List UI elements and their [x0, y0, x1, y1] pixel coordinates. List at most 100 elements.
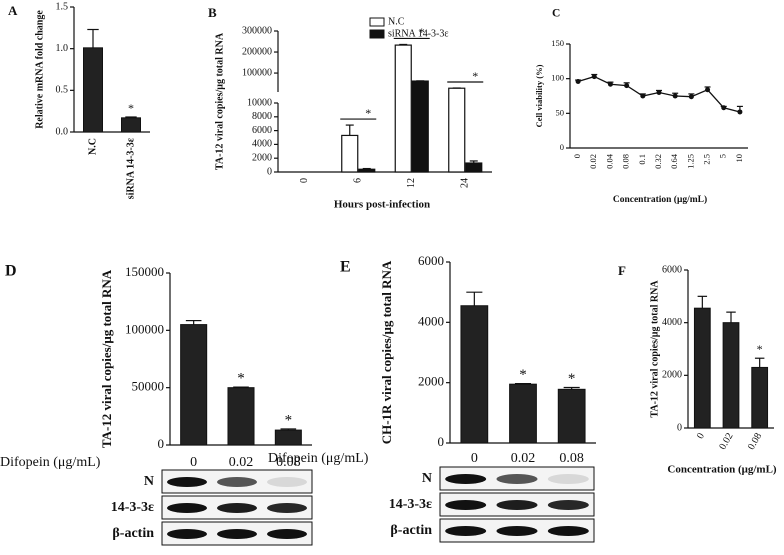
bar: [274, 429, 302, 446]
legend-swatch: [369, 29, 385, 39]
blot-band: [267, 477, 307, 487]
bar: [227, 387, 255, 446]
panel-letter: B: [208, 5, 217, 20]
blot-band: [167, 503, 207, 513]
x-tick-label: 1.25: [685, 154, 695, 169]
x-tick-label: N.C: [87, 138, 98, 155]
treatment-label: Difopein (μg/mL): [0, 455, 101, 470]
x-tick-label: siRNA 14-3-3ε: [125, 137, 136, 199]
x-tick-label: 6: [353, 178, 364, 183]
x-tick-label: 0: [695, 431, 707, 441]
bar: [722, 322, 740, 429]
y-tick-label: 6000: [662, 264, 682, 275]
error-bar: [87, 28, 99, 48]
error-bar: [185, 319, 202, 325]
error-bar: [563, 386, 580, 390]
x-axis-label: Concentration (μg/mL): [667, 464, 777, 476]
blot-band: [267, 529, 307, 539]
error-bar: [362, 167, 371, 170]
bar: [751, 366, 769, 429]
point: [737, 109, 743, 115]
x-tick-label: 12: [406, 178, 417, 188]
panel-letter: F: [618, 263, 626, 278]
x-axis-label: Concentration (μg/mL): [613, 194, 707, 205]
bar: [465, 162, 483, 173]
x-tick-label: 0: [190, 455, 197, 470]
point: [705, 87, 711, 93]
significance-mark: *: [128, 101, 134, 115]
significance-mark: *: [568, 371, 576, 387]
y-tick-label: 6000: [252, 125, 272, 136]
y-tick-label: 100: [551, 73, 564, 83]
point: [624, 83, 630, 89]
y-tick-label: 50000: [132, 379, 165, 394]
significance-mark: *: [472, 69, 478, 83]
y-tick-label: 200000: [242, 46, 272, 57]
y-axis-label: Cell viability (%): [534, 64, 544, 127]
y-axis-label: CH-1R viral copies/μg total RNA: [379, 260, 394, 444]
x-tick-label: 0.02: [588, 154, 598, 169]
significance-mark: *: [757, 342, 763, 356]
bar: [509, 383, 537, 444]
panel-letter: D: [5, 263, 17, 280]
blot-label: N: [144, 474, 154, 489]
y-axis-label: TA-12 viral copies/μg total RNA: [99, 269, 114, 448]
error-bar: [125, 116, 137, 118]
y-tick-label: 100000: [242, 67, 272, 78]
point: [640, 93, 646, 99]
error-bar: [754, 357, 765, 368]
y-tick-label: 0: [560, 142, 564, 152]
blot-band: [445, 526, 487, 536]
bar: [448, 87, 466, 173]
bar: [557, 388, 586, 444]
blot-band: [496, 500, 538, 510]
x-tick-label: 0.32: [653, 154, 663, 169]
y-tick-label: 0.5: [56, 85, 69, 96]
bar: [83, 47, 103, 133]
y-tick-label: 4000: [418, 313, 444, 328]
blot-label: β-actin: [112, 526, 154, 541]
y-tick-label: 0: [267, 166, 272, 177]
blot-label: 14-3-3ε: [389, 497, 432, 512]
error-bar: [345, 124, 354, 136]
legend-swatch: [369, 17, 385, 27]
y-tick-label: 4000: [252, 139, 272, 150]
y-tick-label: 300000: [242, 25, 272, 36]
y-tick-label: 0: [438, 434, 445, 449]
x-tick-label: 0: [572, 154, 582, 158]
y-tick-label: 150: [551, 38, 564, 48]
y-axis-label: TA-12 viral copies/μg total RNA: [649, 280, 660, 418]
panel-letter: A: [8, 3, 18, 18]
blot-band: [167, 477, 207, 487]
blot-label: N: [422, 471, 432, 486]
point: [575, 78, 581, 84]
x-tick-label: 0.08: [621, 154, 631, 169]
y-tick-label: 6000: [418, 253, 444, 268]
panel: D 0 50000 100000 150000 TA-12 viral copies/μg…: [0, 263, 313, 546]
panel-letter: C: [552, 8, 560, 20]
y-tick-label: 50: [556, 107, 565, 117]
y-tick-label: 0: [677, 422, 682, 433]
x-tick-label: 0: [471, 451, 478, 466]
x-tick-label: 0.04: [604, 153, 614, 169]
y-tick-label: 10000: [247, 97, 272, 108]
blot-band: [217, 529, 257, 539]
point: [688, 94, 694, 100]
x-tick-label: 0.02: [717, 431, 735, 452]
y-tick-label: 2000: [252, 152, 272, 163]
legend-label: N.C: [388, 16, 405, 27]
error-bar: [514, 382, 532, 385]
error-bar: [399, 43, 408, 46]
bar: [358, 168, 376, 173]
significance-mark: *: [237, 371, 245, 387]
blot-band: [267, 503, 307, 513]
point: [591, 74, 597, 80]
blot-band: [217, 503, 257, 513]
error-bar: [726, 311, 736, 323]
significance-mark: *: [285, 412, 293, 428]
x-tick-label: 0.08: [559, 451, 584, 466]
treatment-label: Difopein (μg/mL): [268, 451, 369, 466]
blot-band: [167, 529, 207, 539]
x-tick-label: 10: [734, 154, 744, 163]
